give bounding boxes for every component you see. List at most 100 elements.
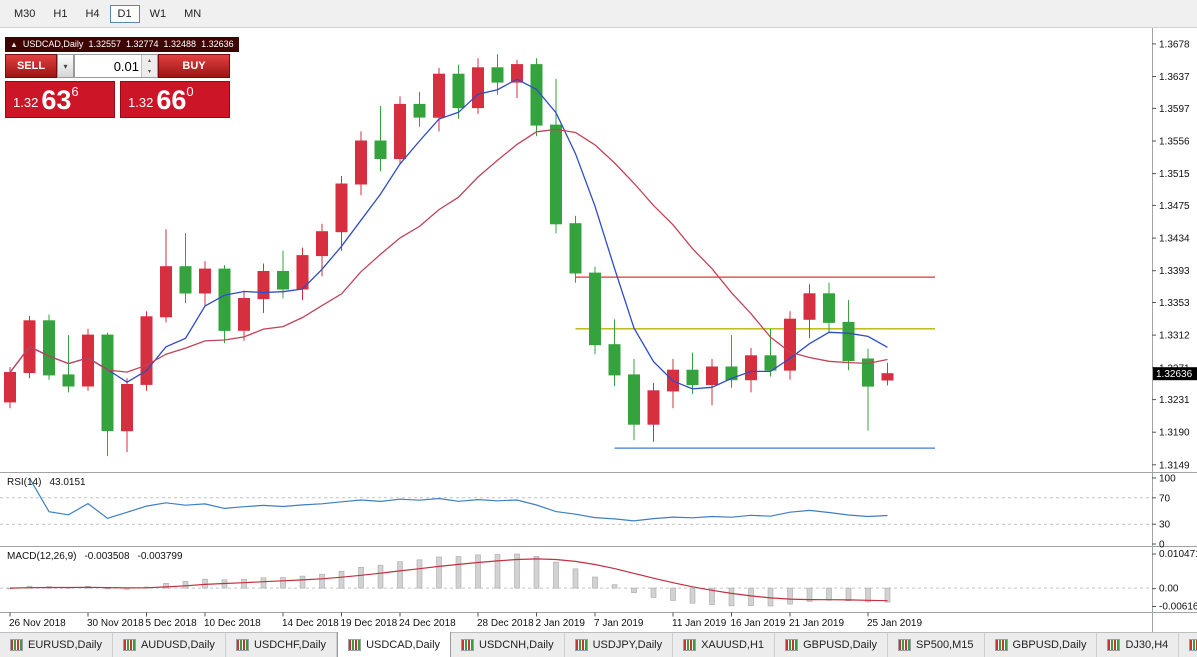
chart-tab-sp500-m15[interactable]: SP500,M15 [888, 633, 985, 657]
tab-label: EURUSD,Daily [28, 639, 102, 651]
volume-decrease-button[interactable]: ▾ [142, 66, 157, 77]
price-axis-label: 1.3393 [1159, 266, 1190, 277]
date-axis-label: 5 Dec 2018 [146, 618, 198, 629]
date-axis-label: 10 Dec 2018 [204, 618, 261, 629]
chart-tab-usdjpy-daily[interactable]: USDJPY,Daily [565, 633, 674, 657]
tab-label: USDCHF,Daily [253, 639, 327, 651]
date-axis-label: 14 Dec 2018 [282, 618, 339, 629]
chart-tab-xauusd-h1[interactable]: XAUUSD,H1 [673, 633, 776, 657]
collapse-panel-icon[interactable]: ▲ [10, 40, 18, 49]
mini-chart-icon [683, 639, 697, 651]
volume-increase-button[interactable]: ▴ [142, 55, 157, 66]
price-axis-label: 1.3231 [1159, 395, 1190, 406]
price-axis-label: 1.3597 [1159, 104, 1190, 115]
chart-tab-audusd-daily[interactable]: AUDUSD,Daily [113, 633, 226, 657]
rsi-axis-label: 100 [1159, 474, 1176, 485]
tab-label: DJ30,H4 [1125, 639, 1169, 651]
price-axis-label: 1.3353 [1159, 298, 1190, 309]
candles [4, 54, 894, 457]
chart-tab-usdcad-daily[interactable]: USDCAD,Daily [337, 632, 452, 657]
mini-chart-icon [898, 639, 912, 651]
mini-chart-icon [461, 639, 475, 651]
date-axis-label: 30 Nov 2018 [87, 618, 144, 629]
price-axis-label: 1.3515 [1159, 169, 1190, 180]
bid-point: 6 [71, 84, 79, 99]
mini-chart-icon [1189, 639, 1197, 651]
chart-tab-gbpusd-daily[interactable]: GBPUSD,Daily [775, 633, 889, 657]
price-axis-label: 1.3312 [1159, 331, 1190, 342]
current-price-tag [1153, 367, 1197, 381]
macd-indicator-label: MACD(12,26,9) -0.003508 -0.003799 [7, 551, 183, 562]
date-axis: 26 Nov 2018 30 Nov 2018 5 Dec 2018 10 Dec 2… [9, 612, 922, 629]
chart-tab-gbpusd-daily[interactable]: GBPUSD,Daily [985, 633, 1098, 657]
date-axis-label: 24 Dec 2018 [399, 618, 456, 629]
tab-label: USDCNH,Daily [479, 639, 554, 651]
price-axis-label: 1.3190 [1159, 428, 1190, 439]
mini-chart-icon [785, 639, 799, 651]
price-chart-canvas[interactable]: 1.3678 1.3637 1.3597 1.3556 1.3515 1.3475 1.34… [0, 28, 1197, 632]
volume-input[interactable] [75, 55, 141, 77]
chart-window: 1.3678 1.3637 1.3597 1.3556 1.3515 1.3475 1.34… [0, 28, 1197, 632]
price-axis-label: 1.3556 [1159, 137, 1190, 148]
date-axis-label: 11 Jan 2019 [672, 618, 727, 629]
price-axis-label: 1.3475 [1159, 201, 1190, 212]
timeframe-button-h4[interactable]: H4 [77, 5, 107, 23]
mini-chart-icon [348, 638, 362, 651]
macd-axis-label: 0.00 [1159, 584, 1179, 595]
chart-tab-eurusd-daily[interactable]: EURUSD,Daily [0, 633, 113, 657]
price-axis-label: 1.3678 [1159, 39, 1190, 50]
order-type-dropdown[interactable]: ▾ [57, 54, 74, 78]
date-axis-label: 7 Jan 2019 [594, 618, 644, 629]
mini-chart-icon [1107, 639, 1121, 651]
sell-button[interactable]: SELL [5, 54, 57, 78]
buy-button[interactable]: BUY [158, 54, 230, 78]
timeframe-button-m30[interactable]: M30 [6, 5, 43, 23]
macd-value: -0.003508 [84, 551, 130, 562]
rsi-name: RSI(14) [7, 477, 42, 488]
chart-tab-tech100-h1[interactable]: TECH100,H1 [1179, 633, 1197, 657]
ma-5-line [9, 78, 888, 390]
support-resistance-lines [575, 276, 935, 449]
price-axis-label: 1.3149 [1159, 460, 1190, 471]
chart-tab-usdcnh-daily[interactable]: USDCNH,Daily [451, 633, 565, 657]
rsi-line [28, 477, 888, 522]
volume-stepper: ▴ ▾ [141, 55, 157, 77]
high-value: 1.32774 [125, 39, 159, 49]
timeframe-button-w1[interactable]: W1 [142, 5, 175, 23]
symbol-period-label: USDCAD,Daily [22, 39, 84, 49]
timeframe-toolbar: M30 H1 H4 D1 W1 MN [0, 0, 1197, 28]
macd-signal-line [9, 558, 888, 602]
chevron-down-icon: ▾ [63, 61, 68, 71]
date-axis-label: 28 Dec 2018 [477, 618, 534, 629]
tab-label: USDJPY,Daily [592, 639, 663, 651]
low-value: 1.32488 [163, 39, 197, 49]
bid-price-display[interactable]: 1.32 63 6 [5, 81, 115, 118]
macd-axis-label: 0.010471 [1159, 549, 1197, 560]
timeframe-button-d1[interactable]: D1 [109, 4, 140, 23]
tab-label: XAUUSD,H1 [701, 639, 765, 651]
price-axis-label: 1.3637 [1159, 72, 1190, 83]
volume-field: ▴ ▾ [74, 54, 158, 78]
macd-signal-value: -0.003799 [137, 551, 183, 562]
rsi-axis-label: 0 [1159, 540, 1165, 551]
bid-figure: 1.32 [13, 95, 39, 110]
chart-tab-dj30-h4[interactable]: DJ30,H4 [1097, 633, 1180, 657]
timeframe-button-mn[interactable]: MN [176, 5, 209, 23]
one-click-trade-panel: ▲ USDCAD,Daily 1.32557 1.32774 1.32488 1… [5, 37, 239, 118]
date-axis-label: 26 Nov 2018 [9, 618, 66, 629]
mini-chart-icon [235, 639, 249, 651]
macd-axis-label: -0.006164 [1159, 602, 1197, 613]
close-value: 1.32636 [201, 39, 234, 49]
ask-point: 0 [186, 84, 194, 99]
quote-row: 1.32 63 6 1.32 66 0 [5, 81, 230, 118]
open-value: 1.32557 [88, 39, 121, 49]
rsi-axis-label: 30 [1159, 520, 1171, 531]
rsi-indicator-label: RSI(14) 43.0151 [7, 477, 86, 488]
tab-label: GBPUSD,Daily [1012, 639, 1087, 651]
chart-tab-usdchf-daily[interactable]: USDCHF,Daily [226, 633, 338, 657]
price-axis-label: 1.3434 [1159, 234, 1190, 245]
mini-chart-icon [122, 639, 136, 651]
timeframe-button-h1[interactable]: H1 [45, 5, 75, 23]
current-price-label: 1.32636 [1156, 369, 1193, 380]
ask-price-display[interactable]: 1.32 66 0 [120, 81, 230, 118]
